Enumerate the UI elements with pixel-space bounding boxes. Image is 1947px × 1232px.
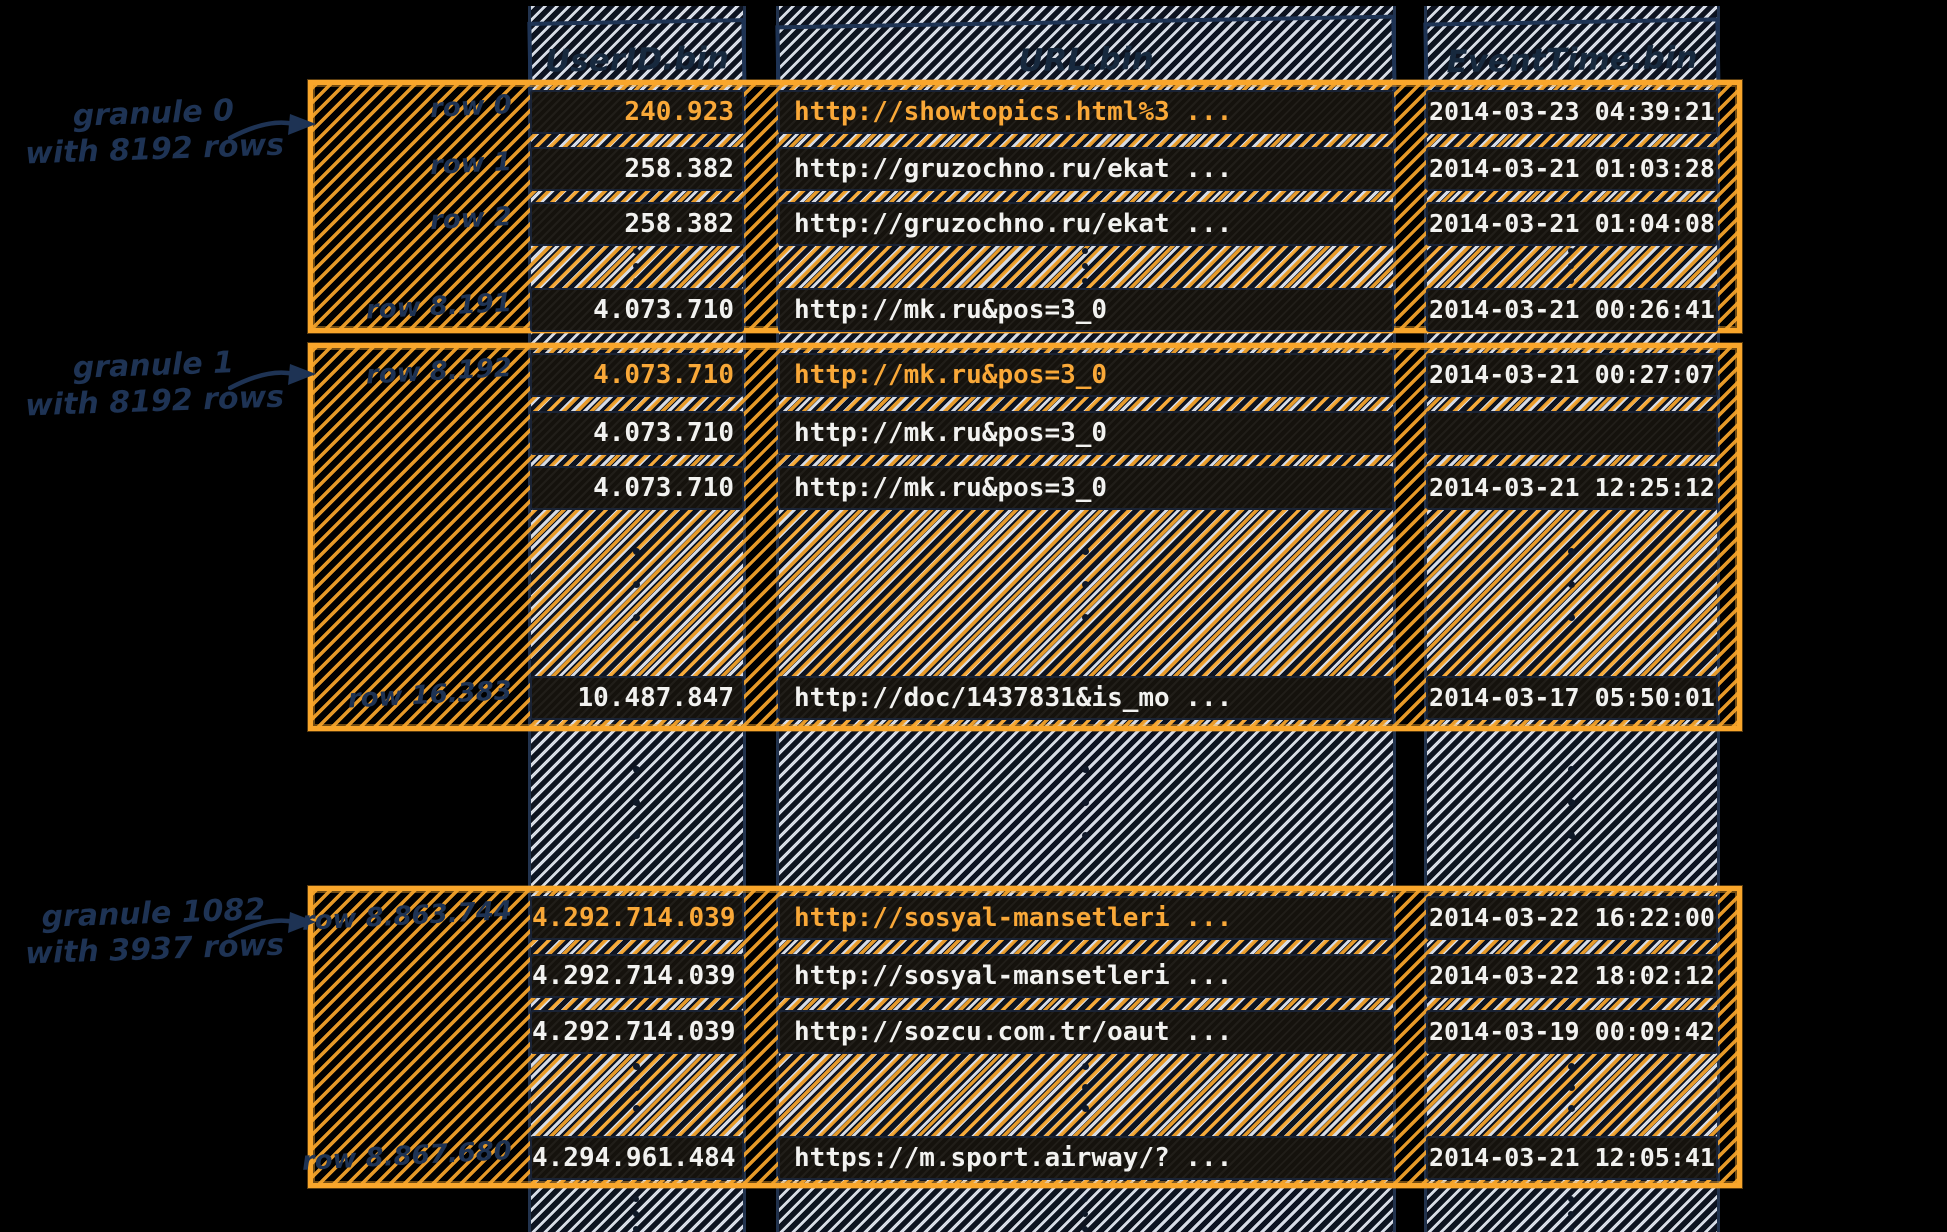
cell-url: http://showtopics.html%3 ...	[778, 90, 1394, 134]
cell-eventtime: 2014-03-19 00:09:42	[1426, 1010, 1718, 1054]
cell-eventtime: 2014-03-23 04:39:21	[1426, 90, 1718, 134]
ellipsis-dots	[1082, 248, 1088, 284]
column-header-eventtime-label: EventTime.bin	[1446, 39, 1698, 81]
ellipsis-dots	[633, 766, 640, 839]
cell-userid: 4.073.710	[530, 288, 744, 332]
cell-userid: 240.923	[530, 90, 744, 134]
cell-eventtime: 2014-03-21 00:27:07	[1426, 353, 1718, 397]
cell-url: http://gruzochno.ru/ekat ...	[778, 147, 1394, 191]
ellipsis-dots	[1568, 766, 1575, 839]
ellipsis-dots	[633, 1063, 640, 1112]
granule-1-box	[308, 343, 1742, 731]
cell-url: http://mk.ru&pos=3_0	[778, 466, 1394, 510]
cell-userid: 4.292.714.039	[530, 896, 744, 940]
cell-url: http://doc/1437831&is_mo ...	[778, 676, 1394, 720]
cell-userid: 258.382	[530, 202, 744, 246]
cell-eventtime: 2014-03-17 05:50:01	[1426, 676, 1718, 720]
arrow-icon	[228, 114, 316, 141]
cell-eventtime: 2014-03-21 12:05:41	[1426, 1136, 1718, 1180]
cell-userid: 10.487.847	[530, 676, 744, 720]
cell-eventtime: 2014-03-21 12:25:12	[1426, 466, 1718, 510]
cell-userid: 4.073.710	[530, 411, 744, 455]
cell-url: https://m.sport.airway/? ...	[778, 1136, 1394, 1180]
ellipsis-dots	[1568, 548, 1575, 621]
ellipsis-dots	[1568, 1196, 1574, 1232]
cell-userid: 4.294.961.484	[530, 1136, 744, 1180]
column-header-userid-label: UserID.bin	[544, 40, 730, 80]
cell-eventtime: 2014-03-22 16:22:00	[1426, 896, 1718, 940]
cell-eventtime	[1426, 411, 1718, 455]
cell-url: http://sosyal-mansetleri ...	[778, 896, 1394, 940]
cell-url: http://sosyal-mansetleri ...	[778, 954, 1394, 998]
cell-eventtime: 2014-03-21 00:26:41	[1426, 288, 1718, 332]
cell-userid: 258.382	[530, 147, 744, 191]
ellipsis-dots	[1082, 1196, 1088, 1232]
arrow-icon	[228, 364, 316, 391]
cell-url: http://gruzochno.ru/ekat ...	[778, 202, 1394, 246]
ellipsis-dots	[633, 248, 639, 284]
cell-userid: 4.292.714.039	[530, 954, 744, 998]
cell-url: http://sozcu.com.tr/oaut ...	[778, 1010, 1394, 1054]
cell-url: http://mk.ru&pos=3_0	[778, 411, 1394, 455]
cell-userid: 4.073.710	[530, 353, 744, 397]
ellipsis-dots	[1082, 766, 1089, 839]
column-header-url-label: URL.bin	[1017, 40, 1155, 80]
cell-userid: 4.073.710	[530, 466, 744, 510]
cell-url: http://mk.ru&pos=3_0	[778, 288, 1394, 332]
ellipsis-dots	[633, 548, 640, 621]
cell-eventtime: 2014-03-22 18:02:12	[1426, 954, 1718, 998]
cell-url: http://mk.ru&pos=3_0	[778, 353, 1394, 397]
cell-eventtime: 2014-03-21 01:03:28	[1426, 147, 1718, 191]
cell-eventtime: 2014-03-21 01:04:08	[1426, 202, 1718, 246]
ellipsis-dots	[1082, 1063, 1089, 1112]
ellipsis-dots	[633, 1196, 639, 1232]
ellipsis-dots	[1568, 248, 1574, 284]
cell-userid: 4.292.714.039	[530, 1010, 744, 1054]
ellipsis-dots	[1082, 548, 1089, 621]
ellipsis-dots	[1568, 1063, 1575, 1112]
arrow-icon	[228, 912, 316, 939]
